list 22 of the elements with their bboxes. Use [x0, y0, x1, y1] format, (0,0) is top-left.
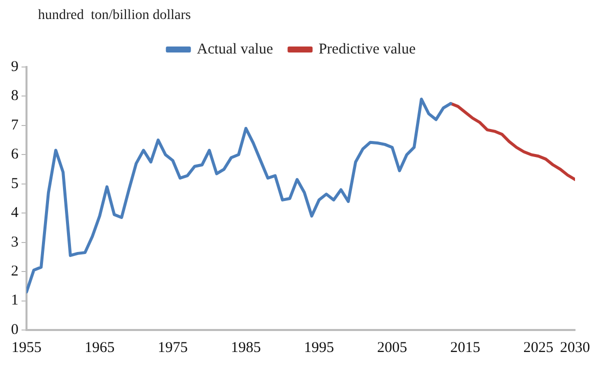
x-tick-label: 2015 [450, 340, 480, 356]
y-tick-label: 9 [11, 58, 18, 75]
y-tick-label: 4 [11, 205, 19, 222]
y-tick-label: 3 [11, 234, 18, 250]
y-tick-label: 0 [11, 322, 18, 338]
y-tick-label: 2 [11, 263, 18, 280]
x-tick-label: 2030 [560, 340, 590, 356]
x-tick-label: 1985 [230, 340, 261, 356]
legend-label: Actual value [196, 41, 274, 58]
x-tick-label: 1955 [12, 340, 42, 356]
y-tick-label: 6 [11, 146, 19, 163]
legend-label: Predictive value [318, 41, 416, 58]
x-tick-label: 2005 [377, 340, 408, 356]
y-tick-label: 8 [11, 88, 18, 104]
y-tick-label: 1 [11, 292, 18, 309]
x-tick-label: 1965 [84, 340, 115, 356]
x-tick-label: 1995 [304, 340, 334, 356]
x-tick-label: 1975 [158, 340, 188, 356]
y-tick-label: 5 [11, 176, 18, 192]
y-tick-label: 7 [11, 117, 19, 134]
x-tick-label: 2025 [523, 340, 554, 356]
y-axis-title: hundred ton/billion dollars [37, 8, 192, 25]
